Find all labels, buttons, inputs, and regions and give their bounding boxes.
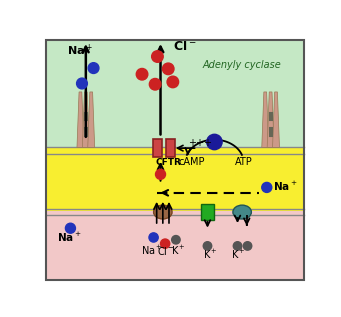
Text: cAMP: cAMP xyxy=(178,157,205,167)
Polygon shape xyxy=(88,92,95,147)
Text: Na$^+$: Na$^+$ xyxy=(273,180,297,193)
Circle shape xyxy=(172,236,180,244)
Circle shape xyxy=(88,63,99,74)
Polygon shape xyxy=(77,92,84,147)
Circle shape xyxy=(243,242,252,250)
Circle shape xyxy=(155,169,165,179)
Circle shape xyxy=(149,233,158,242)
Bar xyxy=(46,210,304,280)
Text: Cl$^-$: Cl$^-$ xyxy=(173,39,196,53)
FancyBboxPatch shape xyxy=(165,139,175,157)
Text: K$^+$: K$^+$ xyxy=(171,244,186,257)
Polygon shape xyxy=(267,92,274,147)
Circle shape xyxy=(65,223,75,233)
Circle shape xyxy=(207,134,222,150)
Text: Cl$^-$: Cl$^-$ xyxy=(158,245,175,257)
Circle shape xyxy=(167,76,179,88)
Circle shape xyxy=(262,182,272,192)
Polygon shape xyxy=(262,92,269,147)
Circle shape xyxy=(203,242,212,250)
Circle shape xyxy=(77,78,87,89)
Circle shape xyxy=(149,79,161,90)
Text: K$^+$: K$^+$ xyxy=(203,248,218,261)
Text: ATP: ATP xyxy=(235,157,252,167)
FancyBboxPatch shape xyxy=(201,204,214,220)
Bar xyxy=(46,40,304,150)
Text: Na$^+$: Na$^+$ xyxy=(57,231,82,244)
Text: Na$^+$: Na$^+$ xyxy=(141,244,163,257)
Text: CFTR: CFTR xyxy=(156,158,182,167)
FancyBboxPatch shape xyxy=(153,139,162,157)
Text: Na$^+$: Na$^+$ xyxy=(66,43,93,58)
Circle shape xyxy=(233,242,242,250)
Circle shape xyxy=(152,51,163,62)
Circle shape xyxy=(136,68,148,80)
Text: K$^+$: K$^+$ xyxy=(231,248,245,261)
Polygon shape xyxy=(83,92,89,147)
Circle shape xyxy=(161,239,170,248)
Text: Adenyly cyclase: Adenyly cyclase xyxy=(203,60,282,70)
Circle shape xyxy=(162,63,174,74)
Bar xyxy=(46,146,304,213)
Ellipse shape xyxy=(233,205,251,219)
Polygon shape xyxy=(272,92,280,147)
Ellipse shape xyxy=(153,205,172,219)
Text: +++: +++ xyxy=(188,138,212,148)
